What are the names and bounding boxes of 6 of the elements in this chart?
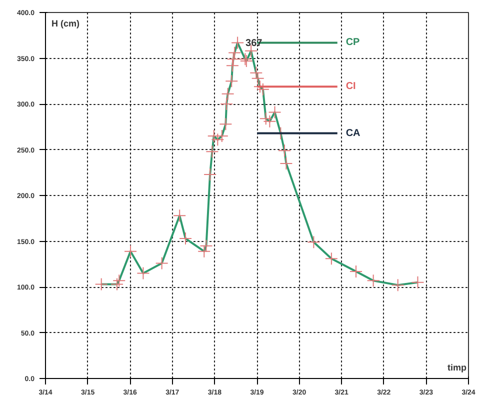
ref-line-label: CP [346, 37, 360, 48]
ref-line-label: CA [346, 128, 360, 139]
ref-line-label: CI [346, 81, 356, 92]
annotation: 367 [246, 38, 263, 50]
x-axis-title: timp [448, 362, 467, 372]
y-axis-title: H (cm) [52, 18, 80, 28]
